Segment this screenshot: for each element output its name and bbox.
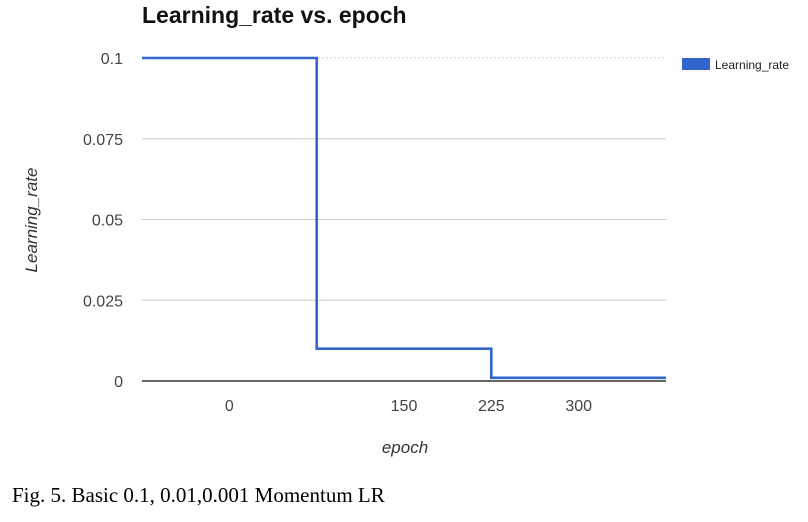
x-axis-ticks: 0 150 225 300 <box>225 398 592 415</box>
learning-rate-chart: Learning_rate vs. epoch 00.0250.050.0750… <box>22 2 789 457</box>
x-tick-label: 150 <box>391 398 418 415</box>
legend-label: Learning_rate <box>715 58 789 72</box>
x-tick-label: 0 <box>225 398 234 415</box>
legend-swatch <box>682 58 710 70</box>
y-axis-ticks: 0 0.025 0.05 0.075 0.1 <box>83 51 123 391</box>
gridlines <box>142 57 666 382</box>
x-axis-label: epoch <box>382 438 428 457</box>
y-tick-label: 0.025 <box>83 293 123 310</box>
series-layer <box>142 56 666 380</box>
y-tick-label: 0.1 <box>101 51 123 68</box>
y-axis-label: Learning_rate <box>22 168 41 273</box>
figure-caption: Fig. 5. Basic 0.1, 0.01,0.001 Momentum L… <box>12 483 385 507</box>
x-tick-label: 225 <box>478 398 505 415</box>
y-tick-label: 0.075 <box>83 132 123 149</box>
legend: Learning_rate <box>682 58 789 72</box>
series-line-learning-rate <box>142 56 666 380</box>
y-tick-label: 0.05 <box>92 213 123 230</box>
x-tick-label: 300 <box>565 398 592 415</box>
chart-title: Learning_rate vs. epoch <box>142 2 407 28</box>
y-tick-label: 0 <box>114 374 123 391</box>
